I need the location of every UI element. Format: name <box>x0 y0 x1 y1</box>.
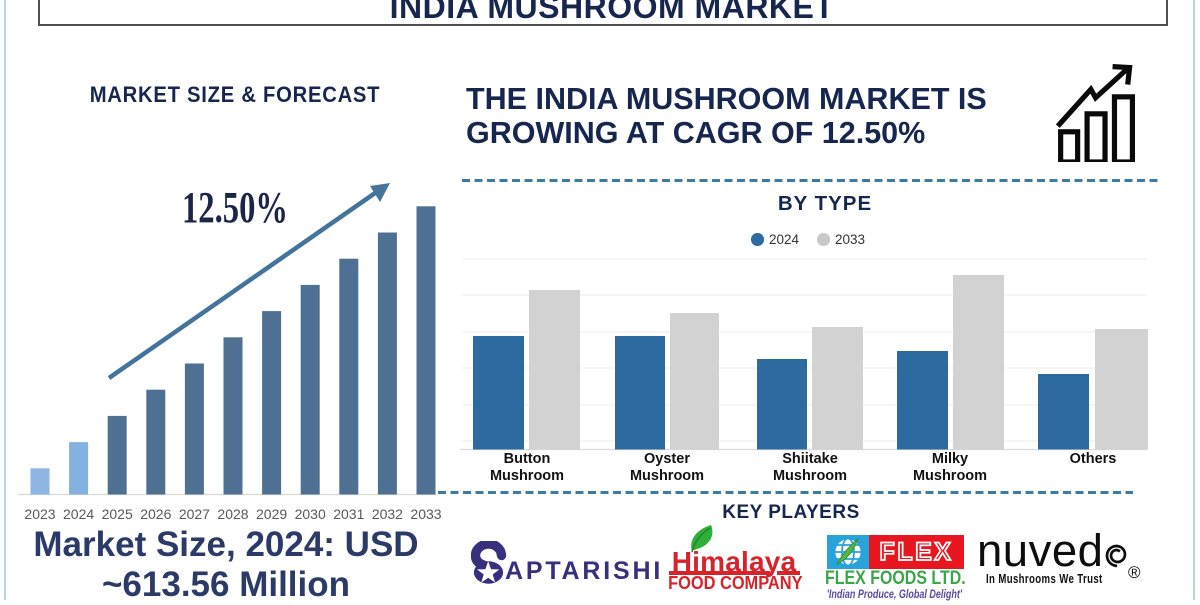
svg-text:2028: 2028 <box>217 506 248 522</box>
svg-text:2032: 2032 <box>372 506 403 522</box>
svg-text:2029: 2029 <box>256 506 287 522</box>
svg-text:2027: 2027 <box>179 506 210 522</box>
svg-text:2033: 2033 <box>410 506 441 522</box>
svg-text:2024: 2024 <box>63 506 94 522</box>
svg-text:2025: 2025 <box>102 506 133 522</box>
svg-text:2030: 2030 <box>295 506 326 522</box>
svg-text:2031: 2031 <box>333 506 364 522</box>
svg-text:2023: 2023 <box>24 506 55 522</box>
svg-text:12.50%: 12.50% <box>182 183 288 232</box>
svg-text:2026: 2026 <box>140 506 171 522</box>
